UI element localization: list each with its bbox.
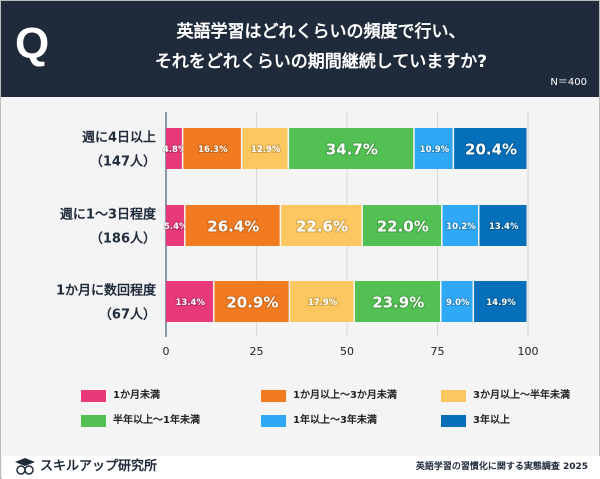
legend-item: 3年以上 — [441, 414, 510, 428]
x-tick-label: 100 — [518, 345, 539, 358]
legend-label: 1か月以上～3か月未満 — [293, 390, 397, 401]
bar-segment — [354, 281, 440, 322]
data-label: 23.9% — [372, 294, 424, 312]
legend-swatch — [81, 390, 106, 402]
data-label: 22.6% — [296, 218, 348, 236]
chart: 0 25 50 75 100 週に4日以上 （147人） 4.8% 16.3% 12.9% 34.7… — [1, 97, 599, 457]
data-label: 13.4% — [489, 222, 519, 232]
bar-segment — [474, 281, 527, 322]
category-label: （147人） — [90, 154, 156, 170]
x-tick-label: 25 — [250, 345, 264, 358]
brand-logo: スキルアップ研究所 — [14, 457, 157, 477]
legend-item: 1か月以上～3か月未満 — [261, 389, 397, 403]
legend-item: 半年以上～1年未満 — [81, 414, 200, 428]
legend-swatch — [441, 390, 466, 402]
x-tick-label: 50 — [340, 345, 354, 358]
data-label: 22.0% — [377, 218, 429, 236]
sample-size: N＝400 — [550, 77, 587, 88]
category-label: 1か月に数回程度 — [56, 283, 157, 299]
stacked-bar-chart: 0 25 50 75 100 週に4日以上 （147人） 4.8% 16.3% 12.9% 34.7… — [56, 112, 539, 358]
q-mark: Q — [15, 19, 50, 68]
legend-label: 半年以上～1年未満 — [113, 415, 200, 426]
legend-label: 3年以上 — [473, 415, 510, 426]
bar-segment — [185, 205, 280, 246]
bar-segment — [166, 128, 182, 169]
legend-swatch — [261, 415, 286, 427]
bar-segment — [166, 205, 185, 246]
legend-swatch — [441, 415, 466, 427]
legend-swatch — [81, 415, 106, 427]
bar-segment — [414, 128, 453, 169]
bar-segment — [442, 205, 478, 246]
data-label: 12.9% — [251, 145, 281, 155]
category-label: （186人） — [90, 231, 156, 247]
data-label: 10.9% — [420, 145, 450, 155]
data-label: 14.9% — [486, 298, 516, 308]
category-label: 週に1～3日程度 — [60, 207, 157, 223]
data-label: 16.3% — [198, 145, 228, 155]
header: Q 英語学習はどれくらいの頻度で行い、 それをどれくらいの期間継続していますか?… — [1, 1, 599, 97]
bar-segment — [166, 281, 214, 322]
data-label: 4.8% — [163, 145, 187, 155]
data-label: 13.4% — [176, 298, 206, 308]
footer: スキルアップ研究所 英語学習の習慣化に関する実態調査 2025 — [2, 456, 600, 479]
legend-swatch — [261, 390, 286, 402]
data-label: 20.9% — [226, 294, 278, 312]
bar-segment — [441, 281, 473, 322]
data-label: 26.4% — [207, 218, 259, 236]
legend-label: 3か月以上～半年未満 — [473, 390, 570, 401]
bar-segment — [242, 128, 288, 169]
survey-source: 英語学習の習慣化に関する実態調査 2025 — [415, 462, 588, 472]
x-tick-label: 75 — [431, 345, 445, 358]
category-label: 週に4日以上 — [82, 131, 156, 146]
bar-segment — [214, 281, 289, 322]
legend-item: 1か月未満 — [81, 389, 160, 403]
data-label: 34.7% — [326, 141, 378, 159]
bar-segment — [362, 205, 442, 246]
brand-name: スキルアップ研究所 — [40, 459, 158, 474]
question-title: 英語学習はどれくらいの頻度で行い、 それをどれくらいの期間継続していますか? — [111, 17, 531, 77]
bar-segment — [290, 281, 354, 322]
bar-segment — [281, 205, 362, 246]
data-label: 20.4% — [465, 141, 517, 159]
title-line-2: それをどれくらいの期間継続していますか? — [154, 52, 488, 72]
data-label: 10.2% — [446, 222, 476, 232]
legend-label: 1か月未満 — [113, 390, 160, 401]
legend-item: 1年以上～3年未満 — [261, 414, 377, 428]
legend-label: 1年以上～3年未満 — [293, 415, 377, 426]
data-label: 9.0% — [446, 298, 470, 308]
legend-item: 3か月以上～半年未満 — [441, 389, 570, 403]
category-label: （67人） — [99, 307, 156, 323]
data-label: 17.9% — [308, 298, 338, 308]
bar-segment — [454, 128, 527, 169]
bar-segment — [289, 128, 414, 169]
bar-segment — [479, 205, 527, 246]
owl-graduate-icon — [15, 458, 35, 475]
x-tick-label: 0 — [163, 345, 170, 358]
data-label: 5.4% — [164, 222, 188, 232]
title-line-1: 英語学習はどれくらいの頻度で行い、 — [176, 22, 466, 42]
bar-segment — [183, 128, 241, 169]
